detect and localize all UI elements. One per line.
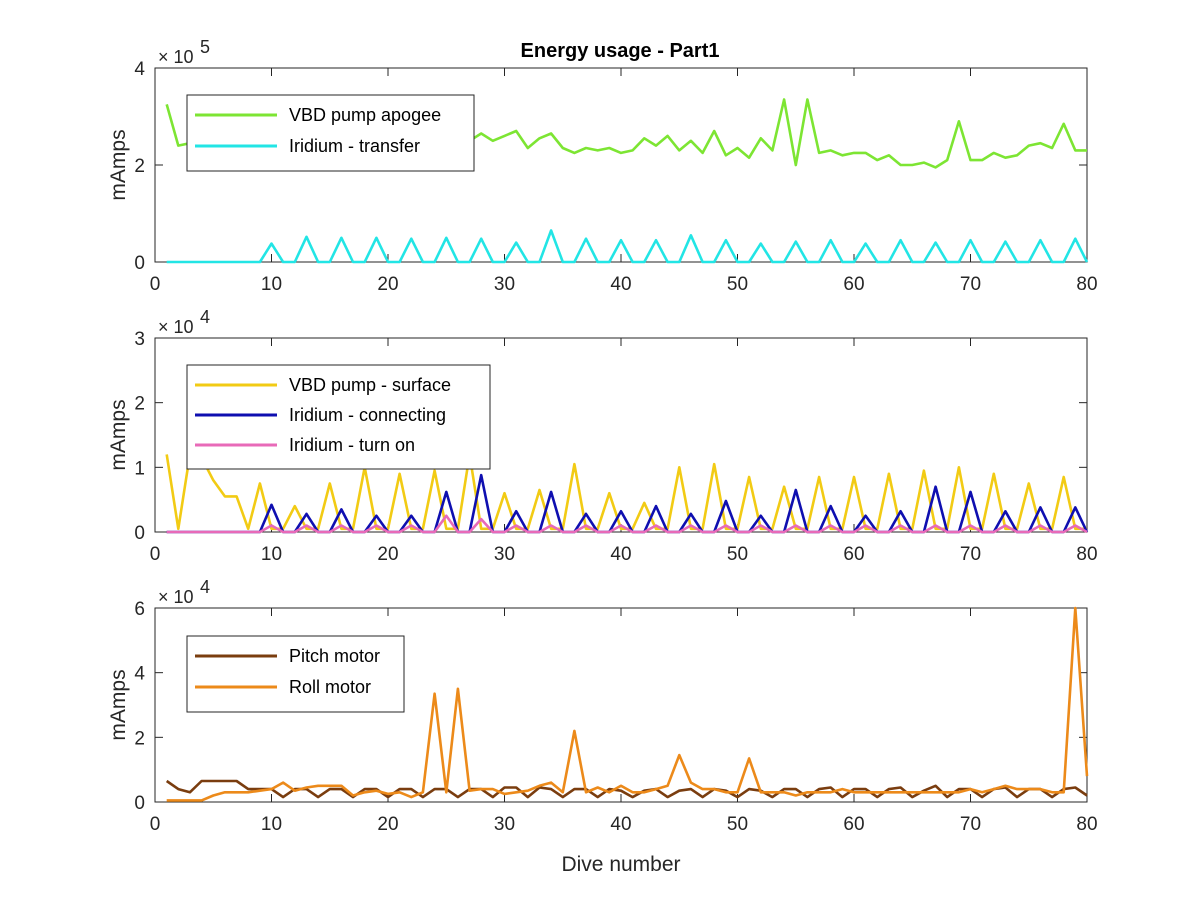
x-axis-label: Dive number — [561, 853, 680, 876]
x-tick-label: 10 — [261, 544, 282, 565]
y-tick-label: 4 — [134, 664, 145, 685]
y-tick-label: 2 — [134, 728, 145, 749]
series-line-1 — [165, 779, 1088, 799]
legend-entry: Roll motor — [289, 677, 371, 697]
subplot-2: 0 10 20 30 40 50 60 70 80 0 1 2 3 × 10 4 mAmps VBD pump … — [107, 307, 1098, 565]
y-axis-label: mAmps — [107, 669, 130, 740]
x-tick-label: 10 — [261, 274, 282, 295]
legend: VBD pump apogee Iridium - transfer — [186, 94, 475, 172]
series-line-2 — [166, 229, 1089, 264]
legend-entry: Pitch motor — [289, 646, 380, 666]
legend: VBD pump - surface Iridium - connecting Ir… — [186, 364, 491, 470]
x-tick-label: 60 — [843, 274, 864, 295]
x-tick-label: 30 — [494, 274, 515, 295]
x-tick-label: 0 — [150, 274, 161, 295]
series-line-2 — [166, 606, 1089, 802]
x-tick-label: 20 — [377, 274, 398, 295]
legend-entry: Iridium - transfer — [289, 136, 420, 156]
x-tick-label: 80 — [1076, 814, 1097, 835]
y-exponent-power: 5 — [200, 37, 210, 57]
subplot-1: 0 10 20 30 40 50 60 70 80 0 2 4 × 10 5 mAmps VBD pump a… — [107, 37, 1098, 295]
y-exponent-label: × 10 — [158, 47, 194, 67]
x-tick-label: 40 — [610, 814, 631, 835]
x-tick-label: 50 — [727, 544, 748, 565]
y-axis-label: mAmps — [107, 399, 130, 470]
y-tick-label: 0 — [134, 523, 145, 544]
y-tick-label: 0 — [134, 253, 145, 274]
x-tick-label: 70 — [960, 544, 981, 565]
x-tick-label: 0 — [150, 814, 161, 835]
x-tick-label: 10 — [261, 814, 282, 835]
x-tick-label: 30 — [494, 814, 515, 835]
x-tick-label: 20 — [377, 814, 398, 835]
x-tick-label: 60 — [843, 814, 864, 835]
y-tick-label: 3 — [134, 329, 145, 350]
y-tick-label: 0 — [134, 793, 145, 814]
y-tick-label: 2 — [134, 394, 145, 415]
y-axis-label: mAmps — [107, 129, 130, 200]
x-tick-label: 30 — [494, 544, 515, 565]
x-tick-label: 0 — [150, 544, 161, 565]
x-tick-label: 80 — [1076, 274, 1097, 295]
legend-box — [186, 364, 491, 470]
legend: Pitch motor Roll motor — [186, 635, 405, 713]
series-line-3 — [166, 514, 1088, 534]
y-tick-label: 4 — [134, 59, 145, 80]
x-tick-label: 70 — [960, 274, 981, 295]
y-tick-label: 2 — [134, 156, 145, 177]
x-tick-label: 40 — [610, 274, 631, 295]
legend-box — [186, 635, 405, 713]
x-tick-label: 20 — [377, 544, 398, 565]
y-exponent-label: × 10 — [158, 317, 194, 337]
x-tick-label: 50 — [727, 274, 748, 295]
x-tick-label: 60 — [843, 544, 864, 565]
y-tick-label: 6 — [134, 599, 145, 620]
y-exponent-power: 4 — [200, 577, 210, 597]
legend-entry: VBD pump - surface — [289, 375, 451, 395]
legend-entry: VBD pump apogee — [289, 105, 441, 125]
y-tick-label: 1 — [134, 458, 145, 479]
legend-entry: Iridium - turn on — [289, 435, 415, 455]
x-tick-label: 40 — [610, 544, 631, 565]
legend-entry: Iridium - connecting — [289, 405, 446, 425]
figure-title: Energy usage - Part1 — [521, 40, 720, 62]
y-exponent-power: 4 — [200, 307, 210, 327]
legend-box — [186, 94, 475, 172]
x-tick-label: 50 — [727, 814, 748, 835]
x-tick-label: 70 — [960, 814, 981, 835]
y-exponent-label: × 10 — [158, 587, 194, 607]
x-tick-label: 80 — [1076, 544, 1097, 565]
